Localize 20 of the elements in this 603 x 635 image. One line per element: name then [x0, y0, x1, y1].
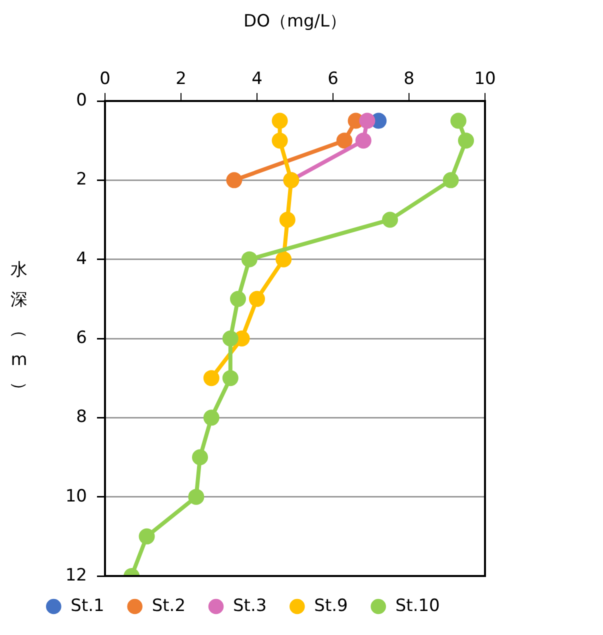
x-axis-title: DO（mg/L）	[243, 12, 347, 32]
y-tick-label: 8	[76, 407, 87, 428]
y-tick-label: 6	[76, 328, 87, 348]
x-tick-label: 10	[474, 69, 496, 90]
y-tick-label: 12	[65, 565, 87, 586]
legend-label: St.10	[395, 596, 440, 616]
x-tick-label: 4	[252, 69, 262, 90]
y-tick-label: 10	[65, 486, 87, 506]
y-tick-label: 2	[76, 170, 87, 190]
legend-label: St.2	[152, 596, 186, 616]
x-tick-label: 0	[100, 69, 110, 90]
y-axis-title: 水深（m）	[8, 259, 30, 400]
y-tick-label: 4	[76, 248, 87, 269]
legend-label: St.9	[314, 596, 348, 616]
legend-label: St.1	[70, 596, 104, 616]
y-tick-label: 0	[76, 90, 87, 110]
x-tick-label: 8	[404, 69, 414, 90]
x-tick-label: 2	[176, 69, 186, 90]
legend-label: St.3	[233, 596, 267, 616]
x-tick-label: 6	[328, 69, 338, 90]
